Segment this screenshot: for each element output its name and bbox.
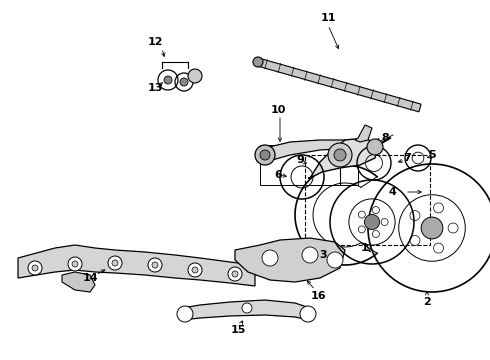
Circle shape	[112, 260, 118, 266]
Text: 9: 9	[296, 155, 304, 165]
Text: 4: 4	[388, 187, 396, 197]
Circle shape	[302, 247, 318, 263]
Circle shape	[148, 258, 162, 272]
Circle shape	[228, 267, 242, 281]
Circle shape	[434, 243, 443, 253]
Text: 15: 15	[230, 325, 245, 335]
Text: 10: 10	[270, 105, 286, 115]
Circle shape	[192, 267, 198, 273]
Circle shape	[68, 257, 82, 271]
Text: 14: 14	[82, 273, 98, 283]
Circle shape	[260, 150, 270, 160]
Bar	[260, 145, 358, 185]
Circle shape	[358, 226, 366, 233]
Polygon shape	[182, 300, 310, 320]
Circle shape	[410, 211, 420, 221]
Circle shape	[108, 256, 122, 270]
Circle shape	[421, 217, 443, 239]
Circle shape	[232, 271, 238, 277]
Polygon shape	[355, 125, 372, 142]
Text: 7: 7	[403, 153, 411, 163]
Text: 3: 3	[319, 250, 327, 260]
Circle shape	[381, 219, 388, 225]
Circle shape	[448, 223, 458, 233]
Polygon shape	[308, 138, 378, 178]
Circle shape	[327, 252, 343, 268]
Circle shape	[434, 203, 443, 213]
Circle shape	[188, 69, 202, 83]
Circle shape	[255, 145, 275, 165]
Circle shape	[328, 143, 352, 167]
Bar	[305, 155, 430, 245]
Circle shape	[253, 57, 263, 67]
Circle shape	[32, 265, 38, 271]
Circle shape	[72, 261, 78, 267]
Circle shape	[358, 211, 366, 218]
Circle shape	[300, 306, 316, 322]
Text: 5: 5	[428, 150, 436, 160]
Circle shape	[188, 263, 202, 277]
Circle shape	[334, 149, 346, 161]
Circle shape	[372, 207, 379, 213]
Circle shape	[410, 235, 420, 246]
Circle shape	[28, 261, 42, 275]
Circle shape	[372, 230, 379, 238]
Text: 13: 13	[147, 83, 163, 93]
Circle shape	[367, 139, 383, 155]
Text: 1: 1	[361, 243, 369, 253]
Polygon shape	[257, 58, 421, 112]
Circle shape	[262, 250, 278, 266]
Circle shape	[365, 215, 380, 230]
Text: 8: 8	[381, 133, 389, 143]
Circle shape	[164, 76, 172, 84]
Polygon shape	[62, 272, 95, 292]
Circle shape	[177, 306, 193, 322]
Circle shape	[180, 78, 188, 86]
Text: 6: 6	[274, 170, 282, 180]
Text: 2: 2	[423, 297, 431, 307]
Text: 12: 12	[147, 37, 163, 47]
Circle shape	[242, 303, 252, 313]
Polygon shape	[235, 238, 345, 282]
Circle shape	[152, 262, 158, 268]
Polygon shape	[18, 245, 255, 286]
Polygon shape	[265, 140, 375, 162]
Text: 11: 11	[320, 13, 336, 23]
Text: 16: 16	[310, 291, 326, 301]
